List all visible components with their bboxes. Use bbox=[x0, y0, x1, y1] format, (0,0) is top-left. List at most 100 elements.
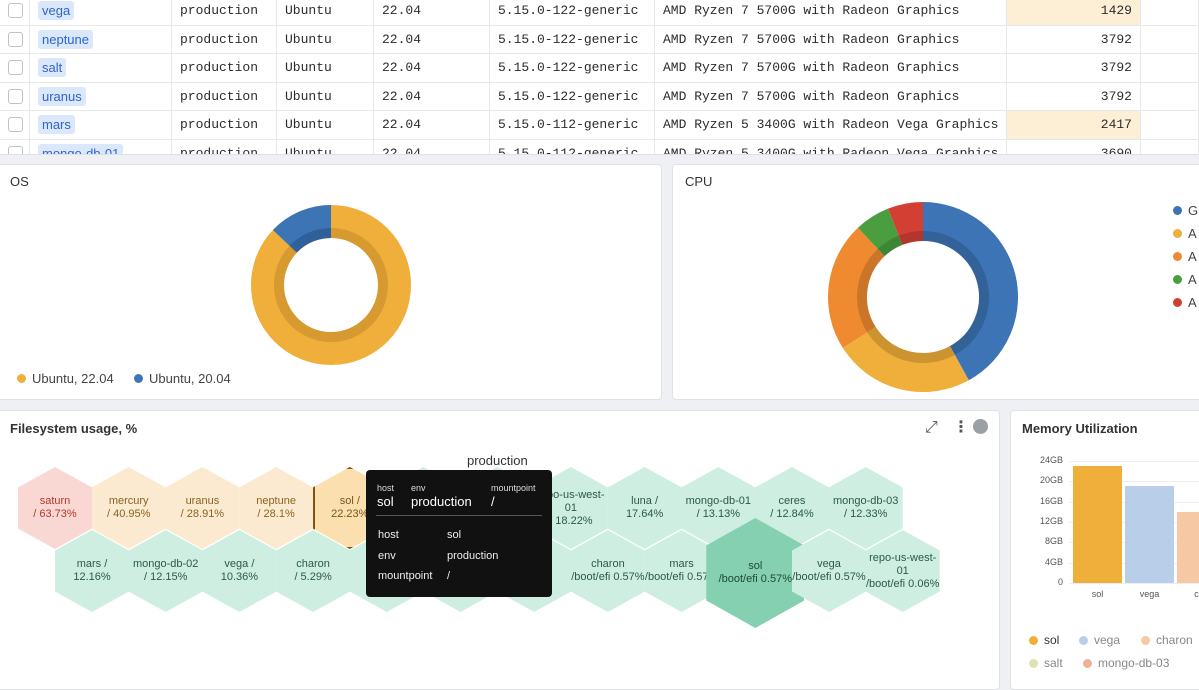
host-link[interactable]: uranus bbox=[38, 86, 86, 106]
os-donut[interactable] bbox=[245, 199, 417, 371]
cell-cpu: AMD Ryzen 7 5700G with Radeon Graphics bbox=[655, 0, 1007, 25]
table-row[interactable]: uranus production Ubuntu 22.04 5.15.0-122-ge… bbox=[0, 82, 1199, 111]
cell-cpu: AMD Ryzen 5 3400G with Radeon Vega Graph… bbox=[655, 111, 1007, 139]
fs-hex[interactable]: repo-us-west-01/boot/efi 0.06% bbox=[865, 530, 940, 612]
fs-hex-host: charon bbox=[296, 558, 330, 570]
cpu-slice-inner-0 bbox=[922, 231, 989, 355]
cell-kernel: 5.15.0-122-generic bbox=[490, 25, 655, 53]
fs-hex-host: saturn bbox=[39, 495, 71, 507]
fs-hex-host: repo-us-west-01 bbox=[869, 551, 937, 577]
fs-hex-label: mars /12.16% bbox=[73, 558, 110, 584]
fs-hex[interactable]: vega /10.36% bbox=[202, 530, 277, 612]
mem-legend-label: vega bbox=[1094, 633, 1121, 647]
legend-dot bbox=[1079, 635, 1088, 645]
cell-ver: 22.04 bbox=[374, 139, 490, 154]
tt-value-env: production bbox=[411, 494, 472, 509]
mem-legend-0[interactable]: sol bbox=[1029, 633, 1059, 647]
fs-hex-host: vega / bbox=[224, 558, 255, 570]
mem-legend-4[interactable]: mongo-db-03 bbox=[1083, 656, 1169, 670]
mem-bar-sol[interactable] bbox=[1073, 466, 1122, 583]
cell-ver: 22.04 bbox=[374, 25, 490, 53]
mem-legend-label: charon bbox=[1156, 633, 1193, 647]
cell-host: uranus bbox=[30, 82, 172, 110]
fs-hex-host: sol / bbox=[339, 495, 360, 507]
cpu-legend-label: A bbox=[1188, 272, 1197, 287]
mem-gridline bbox=[1069, 583, 1199, 584]
cell-empty bbox=[1141, 111, 1199, 139]
fs-hex-label: mongo-db-02/ 12.15% bbox=[133, 558, 198, 584]
cpu-slice-2 bbox=[828, 227, 879, 348]
cpu-legend-1[interactable]: A bbox=[1173, 226, 1197, 241]
row-checkbox[interactable] bbox=[8, 117, 23, 133]
cpu-legend-label: G bbox=[1188, 203, 1199, 218]
fs-hex-host: sol bbox=[748, 560, 763, 572]
cpu-legend-4[interactable]: A bbox=[1173, 295, 1197, 310]
cpu-legend-2[interactable]: A bbox=[1173, 249, 1197, 264]
cell-kernel: 5.15.0-122-generic bbox=[490, 54, 655, 82]
mem-legend-1[interactable]: vega bbox=[1079, 633, 1120, 647]
host-link[interactable]: mars bbox=[38, 115, 75, 135]
cell-os: Ubuntu bbox=[277, 139, 374, 154]
os-legend-0[interactable]: Ubuntu, 22.04 bbox=[17, 371, 114, 386]
cpu-legend-3[interactable]: A bbox=[1173, 272, 1197, 287]
mem-legend-3[interactable]: salt bbox=[1029, 656, 1063, 670]
cpu-legend-0[interactable]: G bbox=[1173, 203, 1198, 218]
cell-os: Ubuntu bbox=[277, 54, 374, 82]
cpu-slice-3 bbox=[857, 208, 900, 250]
row-checkbox[interactable] bbox=[8, 88, 23, 104]
fs-hex[interactable]: mongo-db-02/ 12.15% bbox=[128, 530, 203, 612]
fs-hex[interactable]: charon/boot/efi 0.57% bbox=[570, 530, 645, 612]
cell-cpu: AMD Ryzen 5 3400G with Radeon Vega Graph… bbox=[655, 139, 1007, 154]
row-checkbox[interactable] bbox=[8, 31, 23, 47]
legend-dot bbox=[1083, 658, 1092, 668]
clock-icon[interactable] bbox=[973, 419, 988, 434]
mem-bar-cha[interactable] bbox=[1177, 511, 1199, 583]
fs-hex[interactable]: charon/ 5.29% bbox=[276, 530, 351, 612]
cell-value: 3690 bbox=[1007, 139, 1141, 154]
host-link[interactable]: vega bbox=[38, 1, 75, 21]
fs-hex-label: neptune/ 28.1% bbox=[256, 495, 296, 521]
table-row[interactable]: mars production Ubuntu 22.04 5.15.0-112-gene… bbox=[0, 111, 1199, 140]
fs-hex-value: / 12.15% bbox=[143, 571, 188, 583]
host-link[interactable]: mongo-db-01 bbox=[38, 143, 124, 154]
os-legend-1[interactable]: Ubuntu, 20.04 bbox=[134, 371, 231, 386]
expand-icon[interactable]: ⤢ bbox=[925, 419, 938, 436]
cell-empty bbox=[1141, 25, 1199, 53]
mem-ytick: 12GB bbox=[1039, 516, 1063, 526]
fs-hex-host: mercury bbox=[108, 495, 149, 507]
os-slice-ubuntu-22 bbox=[251, 205, 411, 365]
fs-hex-value: /boot/efi 0.57% bbox=[571, 571, 645, 583]
cell-host: vega bbox=[30, 0, 172, 25]
cell-env: production bbox=[172, 82, 277, 110]
fs-hex-label: vega/boot/efi 0.57% bbox=[792, 558, 865, 584]
fs-hex[interactable]: mars/boot/efi 0.57% bbox=[644, 530, 719, 612]
legend-dot bbox=[1173, 298, 1182, 307]
table-row[interactable]: vega production Ubuntu 22.04 5.15.0-122-gene… bbox=[0, 0, 1199, 26]
mem-legend-2[interactable]: charon bbox=[1141, 633, 1193, 647]
table-row[interactable]: neptune production Ubuntu 22.04 5.15.0-122-g… bbox=[0, 25, 1199, 54]
cell-value: 2417 bbox=[1007, 111, 1141, 139]
legend-dot bbox=[1173, 229, 1182, 238]
fs-hex-value: / 12.33% bbox=[843, 508, 888, 520]
tt-value-mountpoint: / bbox=[491, 494, 495, 509]
row-checkbox[interactable] bbox=[8, 60, 23, 76]
fs-hex-host: ceres bbox=[778, 495, 806, 507]
cell-os: Ubuntu bbox=[277, 82, 374, 110]
table-row[interactable]: salt production Ubuntu 22.04 5.15.0-122-gene… bbox=[0, 54, 1199, 83]
mem-bar-vega[interactable] bbox=[1125, 486, 1174, 583]
cell-ver: 22.04 bbox=[374, 0, 490, 25]
mem-ytick: 4GB bbox=[1044, 556, 1063, 567]
cell-empty bbox=[1141, 0, 1199, 25]
table-row[interactable]: mongo-db-01 production Ubuntu 22.04 5.15.0-1… bbox=[0, 139, 1199, 154]
host-link[interactable]: neptune bbox=[38, 29, 93, 49]
tt-header-host: host bbox=[377, 483, 395, 493]
tt-val-env: production bbox=[447, 550, 499, 562]
cpu-legend-label: A bbox=[1188, 226, 1197, 241]
fs-hex[interactable]: mars /12.16% bbox=[55, 530, 129, 612]
host-link[interactable]: salt bbox=[38, 58, 67, 78]
row-checkbox[interactable] bbox=[8, 3, 23, 19]
fs-hex[interactable]: vega/boot/efi 0.57% bbox=[792, 530, 866, 612]
cpu-donut[interactable] bbox=[825, 199, 1021, 395]
row-checkbox[interactable] bbox=[8, 145, 23, 154]
more-options-icon[interactable]: ⋮ bbox=[953, 419, 969, 436]
